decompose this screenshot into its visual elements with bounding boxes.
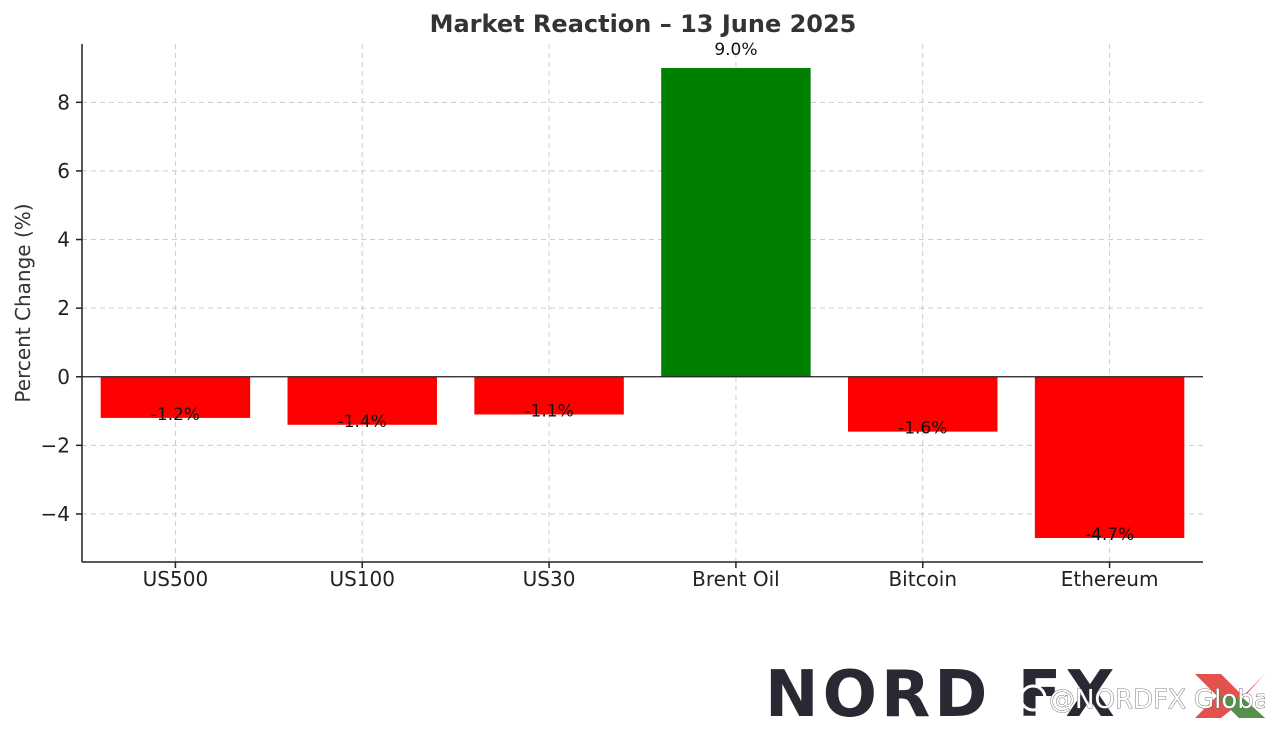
- x-tick-label: Ethereum: [1061, 567, 1159, 591]
- data-labels: -1.2% -1.4% -1.1% 9.0% -1.6% -4.7%: [151, 40, 1134, 545]
- y-tick-label: −4: [41, 502, 70, 526]
- nordfx-watermark: NORD FX @NORDFX Global: [765, 668, 1265, 724]
- data-label: -4.7%: [1085, 525, 1134, 545]
- nordfx-logo: NORD FX: [765, 668, 1119, 724]
- chart-title: Market Reaction – 13 June 2025: [430, 10, 857, 38]
- bar-ethereum: [1034, 376, 1185, 538]
- data-label: -1.6%: [898, 419, 947, 439]
- x-tick-label: Brent Oil: [692, 567, 780, 591]
- x-mark-icon: [1195, 674, 1265, 718]
- y-tick-label: −2: [41, 433, 70, 457]
- social-icon: [1019, 684, 1047, 712]
- x-tick-label: US30: [523, 567, 576, 591]
- x-tick-label: Bitcoin: [888, 567, 957, 591]
- y-tick-label: 4: [57, 228, 70, 252]
- axes: −4 −2 0 2 4 6 8 US500 US100 US30 Brent Oil Bitcoin E…: [41, 44, 1203, 591]
- data-label: 9.0%: [714, 40, 757, 60]
- bar-brent-oil: [661, 68, 811, 377]
- watermark-handle: @NORDFX Global: [1049, 685, 1265, 715]
- y-axis-label: Percent Change (%): [11, 203, 35, 402]
- data-label: -1.4%: [338, 412, 387, 432]
- bars: [100, 68, 1185, 538]
- x-tick-label: US100: [329, 567, 395, 591]
- bar-us100: [287, 376, 437, 425]
- y-tick-label: 8: [57, 90, 70, 114]
- bar-bitcoin: [848, 376, 998, 432]
- bar-us500: [100, 376, 251, 418]
- x-tick-label: US500: [143, 567, 209, 591]
- y-tick-label: 2: [57, 296, 70, 320]
- data-label: -1.2%: [151, 405, 200, 425]
- y-tick-label: 6: [57, 159, 70, 183]
- data-label: -1.1%: [524, 401, 573, 421]
- bar-us30: [474, 376, 624, 415]
- y-tick-label: 0: [57, 365, 70, 389]
